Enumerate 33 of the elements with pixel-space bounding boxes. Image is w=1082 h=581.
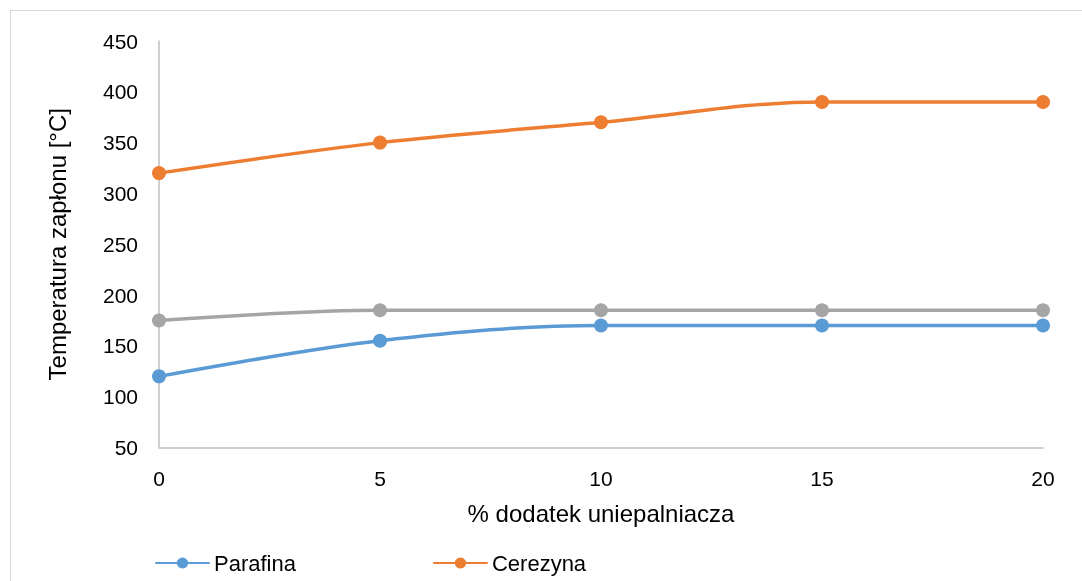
point — [594, 115, 608, 130]
point — [1036, 318, 1050, 333]
point — [815, 318, 829, 333]
x-tick-label: 0 — [153, 466, 165, 490]
point — [373, 303, 387, 318]
y-axis-title: Temperatura zapłonu [°C] — [43, 108, 71, 381]
y-tick-label: 200 — [102, 283, 138, 307]
y-tick-label: 150 — [102, 334, 138, 358]
x-tick-label: 10 — [589, 466, 613, 490]
point — [152, 313, 166, 328]
y-tick-label: 400 — [102, 80, 138, 104]
point — [373, 333, 387, 348]
y-tick-label: 350 — [102, 131, 138, 155]
point — [1036, 303, 1050, 318]
legend-label: Parafina — [214, 550, 297, 576]
point — [373, 135, 387, 150]
point — [594, 303, 608, 318]
y-tick-label: 300 — [102, 181, 138, 205]
legend-label: Cerezyna — [491, 550, 587, 576]
point — [1036, 94, 1050, 109]
x-tick-label: 15 — [810, 466, 834, 490]
x-axis-title: % dodatek uniepalniacza — [467, 500, 736, 527]
y-tick-label: 100 — [102, 385, 138, 409]
point — [594, 318, 608, 333]
point — [815, 94, 829, 109]
point — [152, 369, 166, 384]
x-tick-label: 5 — [374, 466, 386, 490]
y-tick-label: 50 — [114, 436, 138, 459]
y-tick-label: 450 — [102, 29, 138, 53]
point — [152, 166, 166, 181]
point — [815, 303, 829, 318]
y-tick-label: 250 — [102, 232, 138, 256]
x-tick-label: 20 — [1031, 466, 1055, 490]
